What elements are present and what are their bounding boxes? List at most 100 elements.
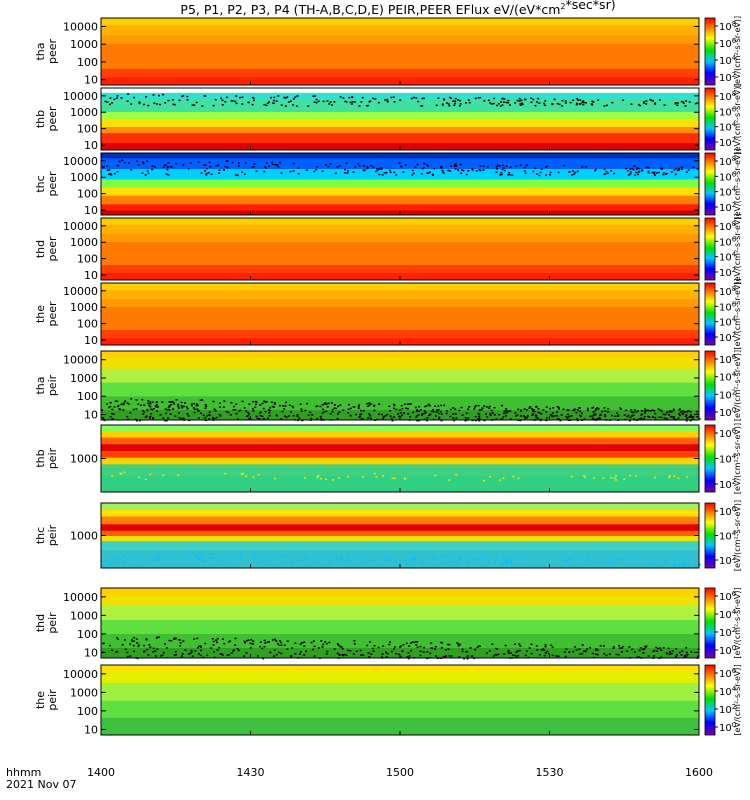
spectrogram-pixel bbox=[245, 475, 248, 477]
spectrogram-pixel bbox=[594, 168, 597, 171]
spectrogram-pixel bbox=[182, 640, 185, 642]
spectrogram-pixel bbox=[409, 649, 412, 652]
spectrogram-pixel bbox=[252, 166, 255, 168]
spectrogram-pixel bbox=[468, 406, 471, 408]
spectrogram-pixel bbox=[653, 410, 656, 412]
panel-ylabel: thcpeer bbox=[34, 171, 59, 197]
spectrogram-pixel bbox=[109, 405, 112, 408]
spectrogram-pixel bbox=[393, 646, 396, 648]
spectrogram-pixel bbox=[208, 161, 211, 164]
spectrogram-pixel bbox=[451, 564, 454, 567]
spectrogram-pixel bbox=[370, 653, 373, 656]
spectrogram-pixel bbox=[384, 99, 387, 101]
spectrogram-pixel bbox=[594, 409, 597, 412]
spectrogram-pixel bbox=[278, 651, 281, 654]
spectrogram-pixel bbox=[213, 651, 216, 653]
spectrogram-pixel bbox=[455, 417, 458, 419]
spectrogram-pixel bbox=[511, 174, 514, 176]
spectrogram-pixel bbox=[360, 409, 363, 412]
spectrogram-pixel bbox=[406, 407, 409, 410]
spectrogram-pixel bbox=[516, 650, 519, 652]
spectrogram-pixel bbox=[572, 409, 575, 412]
spectrogram-pixel bbox=[397, 413, 400, 415]
spectrogram-pixel bbox=[208, 414, 211, 417]
spectrogram-pixel bbox=[675, 654, 678, 656]
spectrogram-pixel bbox=[563, 164, 566, 167]
spectrogram-pixel bbox=[101, 409, 104, 411]
spectrogram-pixel bbox=[691, 416, 694, 419]
spectrogram-pixel bbox=[643, 410, 646, 412]
spectrogram-pixel bbox=[117, 404, 120, 407]
spectrogram-pixel bbox=[145, 415, 148, 417]
spectrogram-pixel bbox=[664, 562, 667, 565]
spectrogram-pixel bbox=[566, 558, 569, 561]
spectrogram-pixel bbox=[620, 647, 623, 649]
spectrogram-pixel bbox=[243, 655, 246, 657]
spectrogram-pixel bbox=[154, 166, 157, 168]
spectrogram-pixel bbox=[157, 636, 160, 639]
spectrogram-pixel bbox=[488, 405, 491, 408]
spectrogram-pixel bbox=[651, 416, 654, 418]
spectrogram-pixel bbox=[184, 649, 187, 651]
spectrogram-pixel bbox=[499, 479, 502, 481]
spectrogram-pixel bbox=[243, 173, 246, 175]
spectrogram-pixel bbox=[572, 99, 575, 102]
spectrogram-pixel bbox=[637, 410, 640, 412]
spectrogram-pixel bbox=[486, 166, 489, 168]
spectrogram-pixel bbox=[252, 640, 255, 642]
spectrogram-pixel bbox=[518, 649, 521, 652]
spectrogram-pixel bbox=[678, 651, 681, 654]
spectrogram-pixel bbox=[212, 104, 215, 107]
panel-ylabel: thbpeer bbox=[34, 106, 59, 132]
spectrogram-pixel bbox=[378, 403, 381, 405]
spectrogram-pixel bbox=[343, 653, 346, 656]
colorbar-label: [eV/(cm²-s-sr-eV)] bbox=[733, 16, 742, 87]
spectrogram-pixel bbox=[292, 170, 295, 172]
spectrogram-pixel bbox=[540, 564, 543, 567]
spectrogram-pixel bbox=[447, 169, 450, 172]
spectrogram-pixel bbox=[675, 656, 678, 658]
spectrogram-pixel bbox=[452, 100, 455, 103]
spectrogram-pixel bbox=[440, 647, 443, 649]
spectrogram-pixel bbox=[296, 414, 299, 416]
spectrogram-pixel bbox=[234, 637, 237, 640]
spectrogram-pixel bbox=[458, 656, 461, 658]
spectrogram-pixel bbox=[688, 416, 691, 419]
colorbar-tick-label: 104 bbox=[719, 121, 737, 134]
spectrogram-pixel bbox=[353, 101, 356, 103]
spectrogram-pixel bbox=[307, 105, 310, 107]
spectrogram-pixel bbox=[422, 646, 425, 649]
spectrogram-pixel bbox=[333, 648, 336, 650]
spectrogram-pixel bbox=[359, 415, 362, 418]
spectrogram-pixel bbox=[259, 414, 262, 417]
spectrogram-pixel bbox=[658, 416, 661, 418]
spectrogram-pixel bbox=[204, 407, 207, 409]
spectrogram-pixel bbox=[401, 414, 404, 416]
spectrogram-pixel bbox=[629, 416, 632, 419]
spectrogram-pixel bbox=[156, 648, 159, 650]
spectrogram-pixel bbox=[518, 100, 521, 102]
spectrogram-pixel bbox=[149, 473, 152, 476]
spectrogram-pixel bbox=[489, 102, 492, 104]
spectrogram-pixel bbox=[426, 417, 429, 419]
spectrogram-pixel bbox=[572, 650, 575, 653]
spectrogram-pixel bbox=[234, 100, 237, 103]
spectrogram-pixel bbox=[567, 409, 570, 411]
spectrogram-pixel bbox=[368, 101, 371, 103]
spectrogram-pixel bbox=[359, 413, 362, 416]
spectrogram-pixel bbox=[126, 651, 129, 654]
spectrogram-pixel bbox=[665, 652, 668, 654]
panel-ylabel: thcpeir bbox=[34, 524, 59, 546]
spectrogram-pixel bbox=[457, 645, 460, 647]
spectrogram-pixel bbox=[537, 97, 540, 100]
spectrogram-pixel bbox=[565, 559, 568, 562]
spectrogram-pixel bbox=[491, 643, 494, 646]
spectrogram-pixel bbox=[331, 104, 334, 106]
spectrogram-pixel bbox=[670, 171, 673, 173]
spectrogram-pixel bbox=[172, 103, 175, 106]
spectrogram-pixel bbox=[277, 166, 280, 168]
spectrogram-pixel bbox=[512, 475, 515, 478]
spectrogram-pixel bbox=[389, 415, 392, 417]
spectrogram-pixel bbox=[641, 413, 644, 415]
